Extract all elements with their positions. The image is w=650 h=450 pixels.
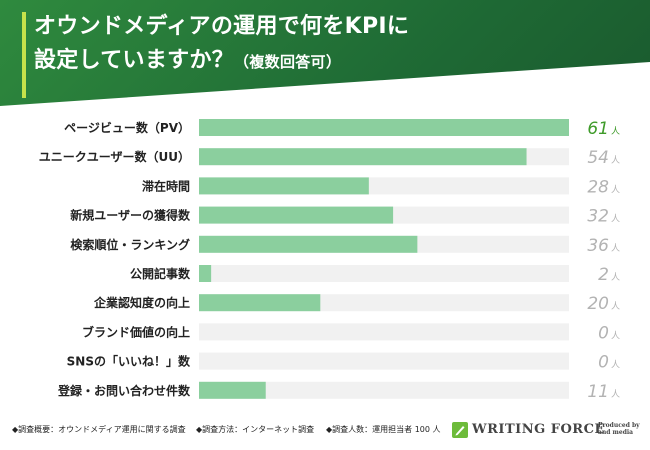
unit-label: 人 xyxy=(611,301,620,312)
category-label: 新規ユーザーの獲得数 xyxy=(70,208,191,223)
category-label: 滞在時間 xyxy=(142,178,190,193)
title-subtitle: （複数回答可） xyxy=(234,53,342,71)
unit-label: 人 xyxy=(611,360,620,371)
unit-label: 人 xyxy=(611,126,620,137)
value-label: 11 xyxy=(587,382,609,402)
leaf-pen-icon xyxy=(452,422,468,438)
unit-label: 人 xyxy=(611,330,620,341)
produced-by-line-2: and media xyxy=(598,429,634,436)
produced-by: Produced by and media xyxy=(598,422,640,436)
bar-track xyxy=(199,265,569,282)
unit-label: 人 xyxy=(611,389,620,400)
value-label: 0 xyxy=(598,353,609,373)
survey-count-note: ◆調査人数：運用担当者 100 人 xyxy=(326,425,441,434)
value-label: 61 xyxy=(587,119,609,139)
survey-method-note: ◆調査方法：インターネット調査 xyxy=(196,425,315,434)
bar xyxy=(199,381,266,399)
category-label: 検索順位・ランキング xyxy=(70,237,190,252)
category-label: 企業認知度の向上 xyxy=(93,295,190,310)
bar xyxy=(199,177,369,195)
unit-label: 人 xyxy=(611,184,620,195)
category-label: SNSの「いいね！」数 xyxy=(67,354,191,369)
unit-label: 人 xyxy=(611,243,620,254)
category-label: 公開記事数 xyxy=(130,266,191,281)
bar-track xyxy=(199,381,569,399)
unit-label: 人 xyxy=(611,155,620,166)
produced-by-line-1: Produced by xyxy=(598,422,640,429)
title-line-1: オウンドメディアの運用で何をKPIに xyxy=(34,14,410,39)
category-label: ブランド価値の向上 xyxy=(82,324,190,339)
value-label: 28 xyxy=(587,177,609,197)
value-label: 20 xyxy=(587,294,609,314)
value-label: 32 xyxy=(587,207,609,227)
value-label: 2 xyxy=(598,265,609,285)
bar xyxy=(199,265,212,282)
title-line-2: 設定していますか？ xyxy=(34,48,235,73)
brand-name: WRITING FORCE xyxy=(472,422,605,437)
category-label: ページビュー数（PV） xyxy=(64,120,190,135)
category-label: 登録・お問い合わせ件数 xyxy=(57,383,191,398)
bar xyxy=(199,294,321,312)
unit-label: 人 xyxy=(611,272,620,283)
chart-title: オウンドメディアの運用で何をKPIに 設定していますか？（複数回答可） xyxy=(34,10,409,79)
bar xyxy=(199,119,569,136)
bar-track xyxy=(199,352,569,370)
value-label: 0 xyxy=(598,323,609,343)
bar xyxy=(199,235,418,253)
bar xyxy=(199,148,527,166)
value-label: 54 xyxy=(587,148,609,168)
brand-logo: WRITING FORCE Produced by and media xyxy=(452,420,642,442)
title-accent-bar xyxy=(22,12,26,98)
unit-label: 人 xyxy=(611,214,620,225)
survey-overview-note: ◆調査概要：オウンドメディア運用に関する調査 xyxy=(12,425,186,434)
bar xyxy=(199,206,394,224)
value-label: 36 xyxy=(587,236,609,256)
bar-track xyxy=(199,323,569,341)
footer: ◆調査概要：オウンドメディア運用に関する調査 ◆調査方法：インターネット調査 ◆… xyxy=(0,410,650,450)
category-label: ユニークユーザー数（UU） xyxy=(39,149,190,164)
